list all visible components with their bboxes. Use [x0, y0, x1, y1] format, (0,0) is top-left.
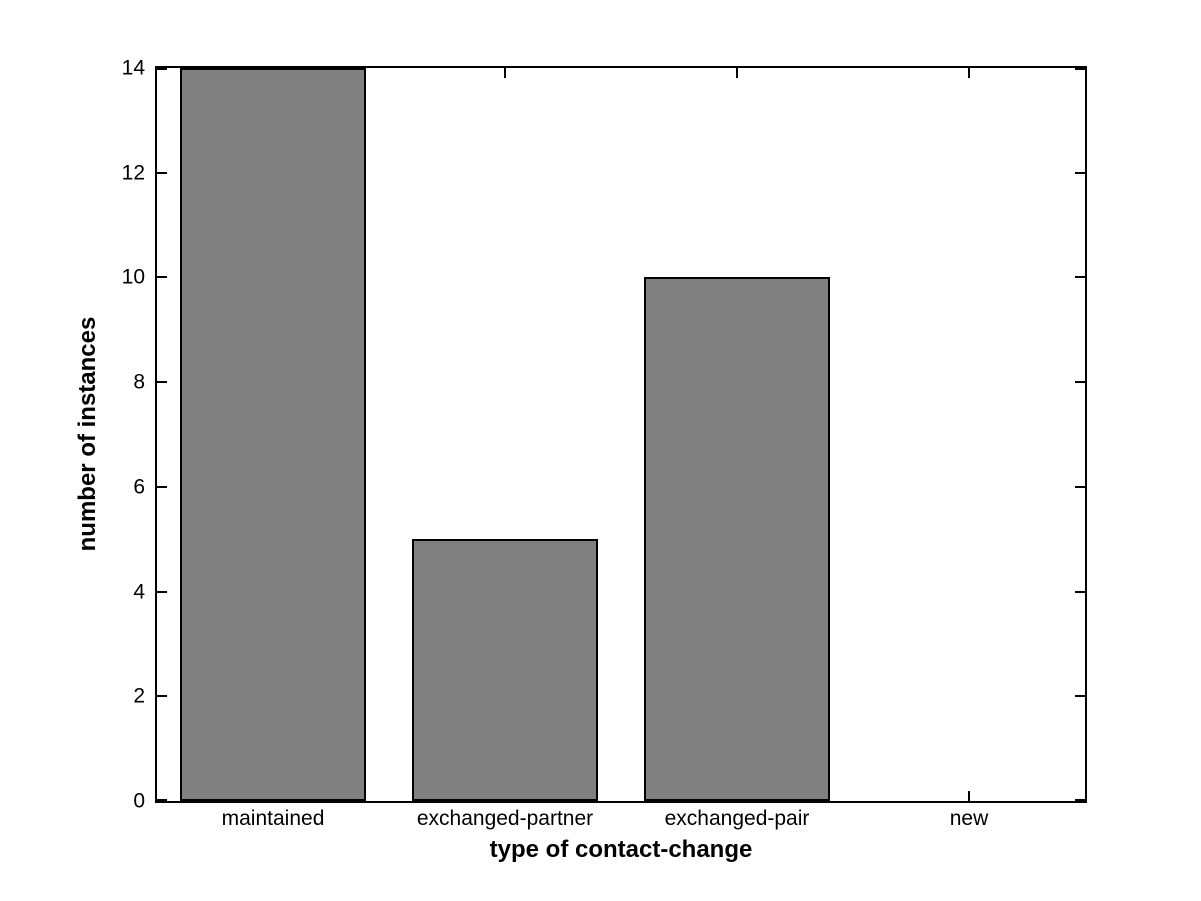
y-axis-tick-mark [157, 171, 167, 174]
y-axis-tick-mark [157, 68, 167, 70]
bar-exchanged-pair [644, 277, 830, 801]
x-axis-tick-mark [968, 68, 970, 78]
y-axis-tick-mark [1075, 590, 1085, 593]
y-axis-tick-label: 10 [121, 265, 145, 289]
y-axis-tick-mark [1075, 171, 1085, 174]
y-axis-tick-mark [157, 695, 167, 698]
x-axis-tick-label: maintained [221, 807, 325, 830]
x-axis-tick-mark [968, 791, 970, 801]
y-axis-tick-mark [157, 799, 167, 801]
x-axis-tick-label: new [949, 807, 989, 830]
y-axis-tick-mark [157, 485, 167, 488]
y-axis-tick-label: 6 [133, 475, 145, 499]
y-axis-label: number of instances [74, 316, 101, 552]
x-axis-tick-mark [736, 68, 738, 78]
x-axis-tick-mark [504, 68, 506, 78]
y-axis-tick-mark [1075, 799, 1085, 801]
y-axis-tick-label: 14 [121, 56, 145, 80]
y-axis-tick-label: 4 [133, 580, 145, 604]
x-axis-tick-label: exchanged-partner [416, 807, 594, 830]
y-axis-tick-mark [1075, 68, 1085, 70]
x-axis-label: type of contact-change [489, 836, 753, 863]
bar-maintained [180, 68, 366, 801]
y-axis-tick-label: 12 [121, 161, 145, 185]
x-axis-tick-label: exchanged-pair [664, 807, 810, 830]
y-axis-tick-label: 2 [133, 684, 145, 708]
y-axis-tick-mark [1075, 695, 1085, 698]
plot-area [155, 66, 1087, 803]
y-axis-tick-mark [1075, 381, 1085, 384]
y-axis-tick-mark [1075, 485, 1085, 488]
y-axis-tick-mark [157, 590, 167, 593]
y-axis-tick-label: 0 [133, 789, 145, 813]
y-axis-tick-mark [157, 381, 167, 384]
y-axis-tick-mark [157, 276, 167, 279]
y-axis-tick-label: 8 [133, 370, 145, 394]
y-axis-tick-mark [1075, 276, 1085, 279]
bar-exchanged-partner [412, 539, 598, 801]
